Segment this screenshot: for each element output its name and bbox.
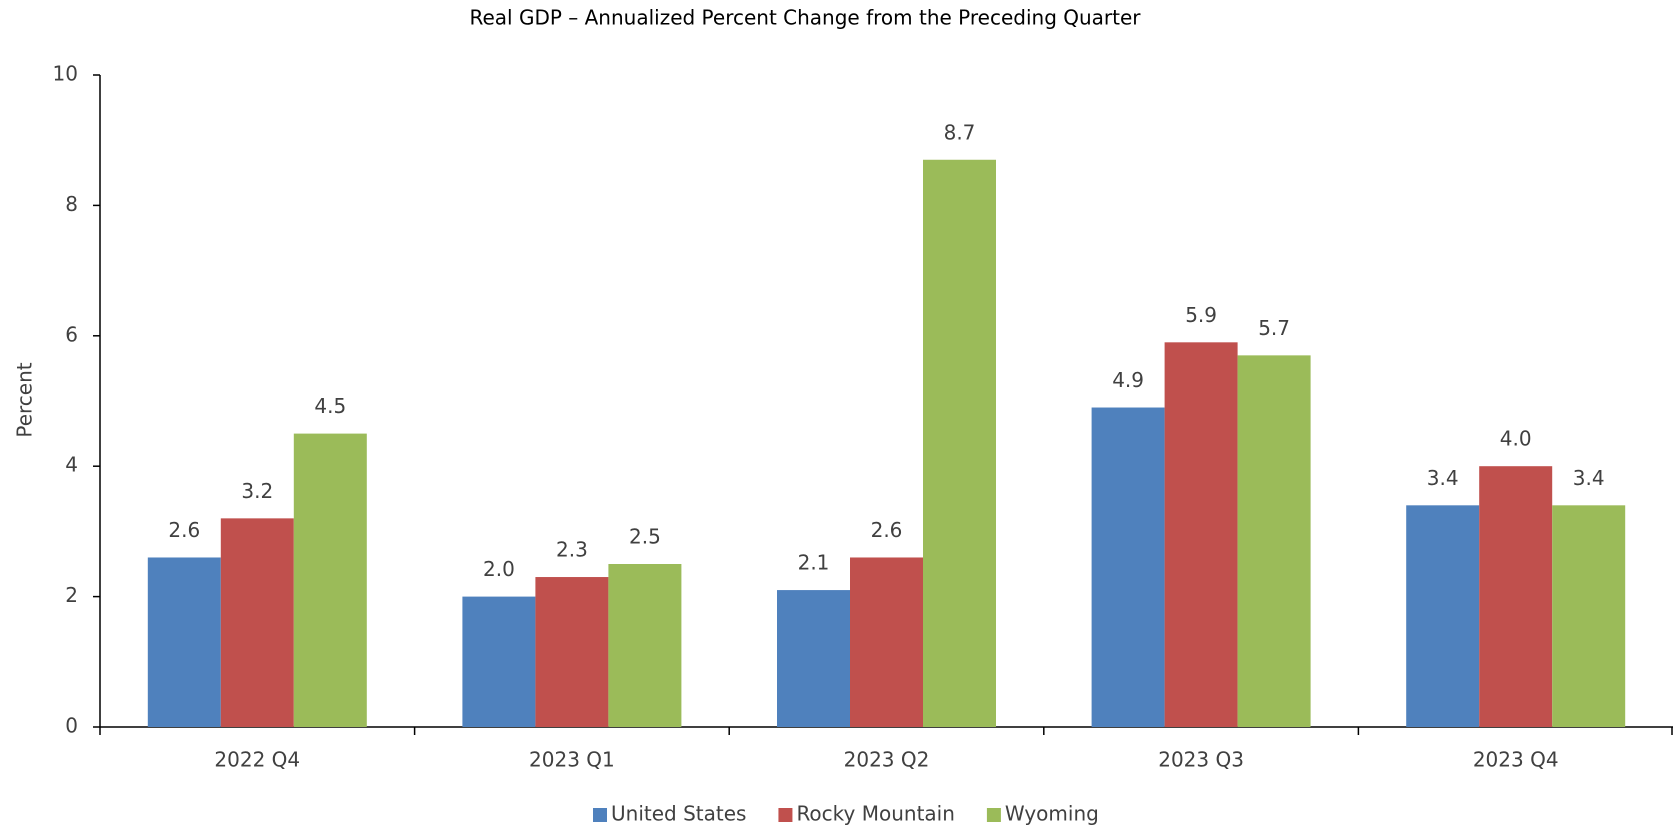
data-label: 2.6 [168,518,200,542]
data-label: 2.5 [629,525,661,549]
bar [1164,342,1238,727]
data-label: 2.0 [483,557,515,581]
legend-swatch [778,808,793,822]
bar [147,557,221,727]
bar [462,596,536,727]
bar [293,433,367,727]
bar [1237,355,1311,727]
bar [608,564,682,727]
bar [1091,407,1165,727]
x-tick-label: 2023 Q1 [529,748,615,772]
y-tick-label: 8 [65,192,78,216]
legend-swatch [986,808,1001,822]
data-label: 3.4 [1573,466,1605,490]
data-label: 4.9 [1112,368,1144,392]
y-tick-label: 10 [53,62,78,86]
data-label: 2.3 [556,538,588,562]
bar [923,159,996,727]
legend-label: Rocky Mountain [796,802,954,826]
x-tick-label: 2023 Q4 [1473,748,1559,772]
chart-title: Real GDP – Annualized Percent Change fro… [469,6,1141,30]
data-label: 3.4 [1427,466,1459,490]
data-label: 4.0 [1500,427,1532,451]
bar [220,518,294,727]
data-label: 5.7 [1258,316,1290,340]
bar [1552,505,1626,727]
y-tick-label: 6 [65,322,78,346]
bar [777,590,850,727]
y-tick-label: 4 [65,453,78,477]
y-tick-label: 0 [65,714,78,738]
data-label: 8.7 [944,120,976,144]
data-label: 5.9 [1185,303,1217,327]
x-tick-label: 2022 Q4 [214,748,300,772]
y-axis-label: Percent [13,362,37,437]
bar [1406,505,1480,727]
bar [535,577,609,727]
x-tick-label: 2023 Q2 [844,748,930,772]
bar [850,557,923,727]
legend-swatch [593,808,607,822]
x-tick-label: 2023 Q3 [1158,748,1244,772]
legend-label: United States [611,802,746,826]
data-label: 4.5 [314,394,346,418]
data-label: 2.6 [871,518,903,542]
bar [1479,466,1553,727]
y-tick-label: 2 [65,583,78,607]
legend-label: Wyoming [1005,802,1099,826]
data-label: 3.2 [241,479,273,503]
data-label: 2.1 [798,551,830,575]
